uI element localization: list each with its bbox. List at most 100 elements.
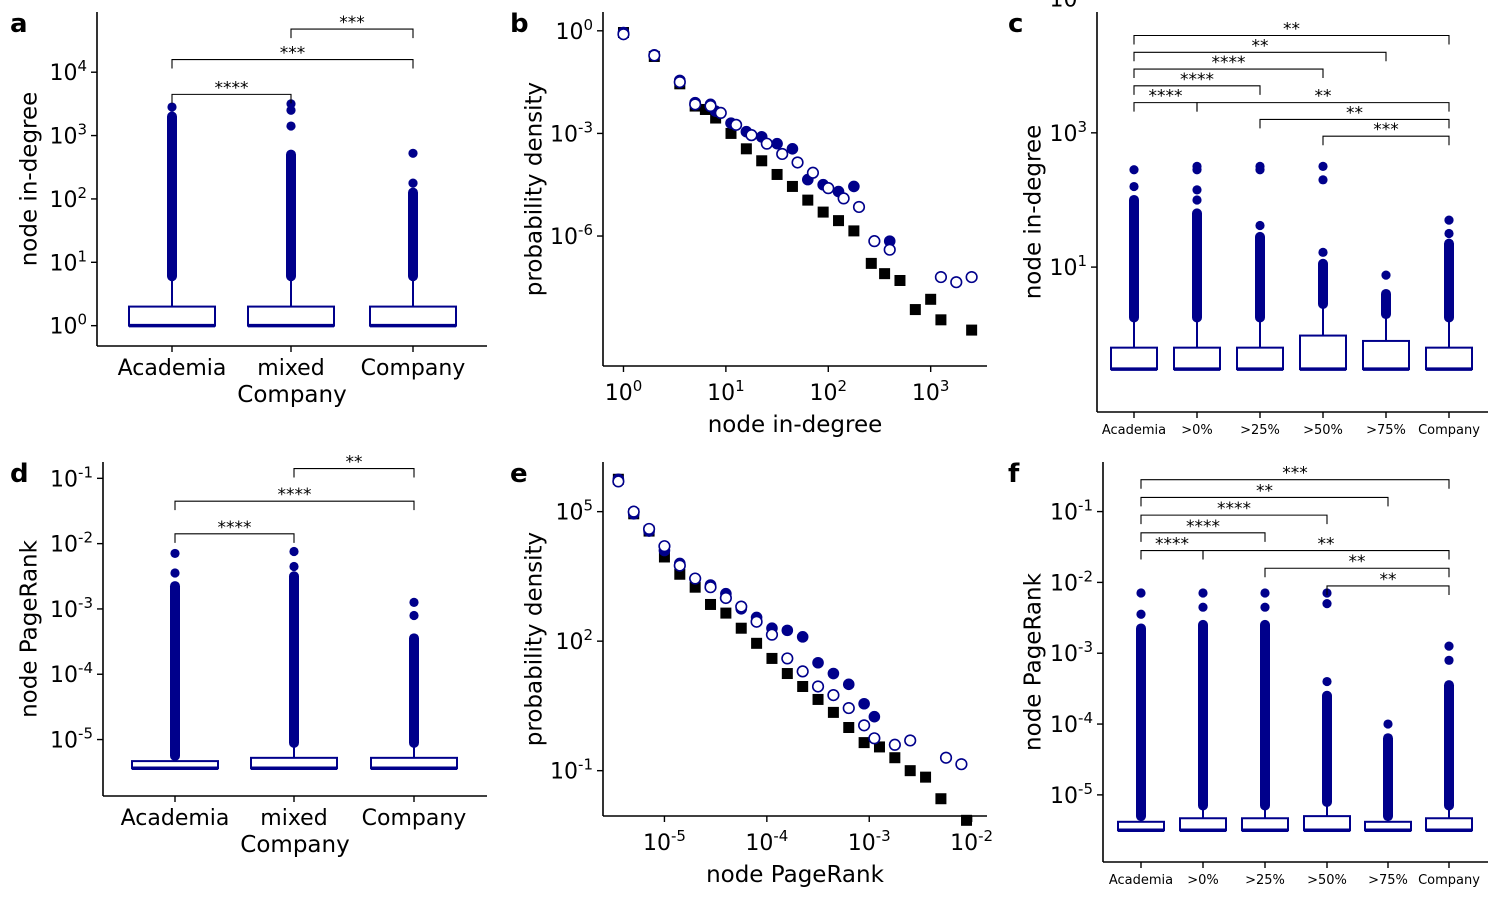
- significance-label: ***: [1373, 120, 1399, 140]
- outlier-point: [1444, 655, 1454, 665]
- data-point-open-circle: [883, 243, 896, 256]
- significance-bracket: [293, 467, 415, 478]
- y-axis-label: node PageRank: [1021, 572, 1047, 751]
- outlier-point: [1136, 588, 1146, 598]
- y-tick-label: 10-2: [1050, 567, 1093, 596]
- outlier-point: [1192, 195, 1202, 205]
- outlier-point: [1444, 641, 1454, 651]
- data-point-open-circle: [858, 719, 871, 732]
- significance-bracket: [1140, 496, 1389, 507]
- significance-bracket: [1322, 135, 1450, 146]
- data-point-square: [699, 103, 711, 115]
- y-axis-label: node in-degree: [17, 92, 43, 267]
- significance-label: ***: [339, 13, 365, 33]
- significance-bracket: [1133, 85, 1261, 95]
- x-tick-label: Academia: [121, 806, 230, 831]
- significance-bracket: [171, 93, 292, 104]
- significance-label: ****: [1155, 535, 1189, 555]
- outlier-point: [289, 561, 299, 572]
- y-tick-label: 103: [1049, 118, 1087, 147]
- panel-letter: e: [510, 459, 528, 489]
- outlier-point: [408, 178, 418, 188]
- y-axis-label: node PageRank: [17, 539, 43, 718]
- x-tick-label: 101: [707, 377, 745, 406]
- data-point-filled-circle: [812, 656, 824, 669]
- y-tick-label: 10-4: [1050, 709, 1093, 738]
- y-tick-label: 10-1: [1050, 497, 1093, 526]
- outlier-point: [408, 148, 418, 158]
- data-point-filled-circle: [781, 624, 794, 637]
- data-point-open-circle: [730, 118, 743, 131]
- significance-bracket: [174, 533, 295, 543]
- box: [1173, 346, 1221, 371]
- data-point-open-circle: [673, 559, 686, 572]
- data-point-filled-circle: [842, 678, 855, 691]
- x-tick-label: 10-5: [643, 827, 686, 856]
- box: [1241, 817, 1289, 832]
- data-point-open-circle: [939, 751, 953, 764]
- data-point-open-circle: [719, 591, 732, 605]
- outlier-point: [1129, 181, 1139, 192]
- outlier-point: [1383, 719, 1393, 729]
- significance-label: ****: [278, 485, 312, 505]
- data-point-filled-circle: [827, 667, 840, 680]
- y-tick-label: 10-6: [550, 221, 593, 250]
- outlier-point: [409, 597, 419, 608]
- data-point-open-circle: [627, 505, 640, 518]
- data-point-square: [935, 793, 947, 805]
- outlier-point: [1444, 215, 1454, 225]
- y-tick-label: 10-4: [50, 659, 93, 688]
- data-point-open-circle: [934, 270, 948, 284]
- outlier-point: [1129, 165, 1139, 175]
- outlier-point: [1255, 220, 1265, 231]
- x-tick-label: mixed: [257, 356, 324, 381]
- data-point-open-circle: [904, 734, 917, 747]
- y-tick-label: 10-2: [50, 529, 93, 558]
- box: [1425, 817, 1473, 832]
- data-point-square: [689, 581, 701, 593]
- y-tick-label: 10-1: [50, 463, 93, 492]
- data-point-open-circle: [612, 475, 625, 488]
- outlier-point: [167, 102, 177, 112]
- box: [1236, 346, 1284, 371]
- outlier-point: [170, 568, 180, 578]
- x-tick-label: >50%: [1303, 423, 1343, 438]
- data-point-filled-circle: [796, 631, 809, 643]
- outlier-point: [286, 121, 296, 131]
- data-point-filled-circle: [848, 180, 860, 193]
- data-point-filled-circle: [868, 710, 881, 723]
- y-tick-label: 10-5: [50, 725, 93, 754]
- significance-bracket: [1140, 479, 1450, 489]
- significance-bracket: [174, 500, 415, 511]
- y-tick-label: 10-3: [50, 594, 93, 623]
- data-point-square: [889, 752, 901, 764]
- outlier-point: [1260, 588, 1270, 598]
- data-point-open-circle: [888, 738, 901, 751]
- data-point-open-circle: [776, 147, 789, 161]
- data-point-open-circle: [868, 235, 881, 248]
- significance-label: ****: [1212, 53, 1246, 73]
- outlier-point: [1381, 270, 1391, 280]
- outlier-point: [1318, 247, 1328, 257]
- significance-label: ****: [1180, 70, 1214, 90]
- data-point-open-circle: [704, 99, 717, 113]
- significance-label: **: [1252, 36, 1269, 56]
- panel-letter: f: [1008, 459, 1020, 489]
- x-axis-label: Company: [240, 832, 349, 858]
- data-point-square: [904, 765, 916, 777]
- data-point-square: [920, 771, 932, 783]
- outlier-point: [289, 546, 299, 557]
- data-point-open-circle: [950, 276, 963, 289]
- data-point-open-circle: [965, 270, 978, 284]
- x-tick-label: >0%: [1181, 423, 1213, 438]
- significance-label: ***: [280, 44, 306, 64]
- data-point-square: [817, 206, 829, 218]
- data-point-open-circle: [642, 522, 656, 536]
- data-point-square: [827, 706, 839, 718]
- outlier-point: [1322, 676, 1332, 687]
- data-point-square: [771, 168, 783, 180]
- outlier-point: [1255, 161, 1265, 171]
- data-point-open-circle: [714, 106, 727, 119]
- x-tick-label: Company: [1418, 423, 1480, 438]
- data-point-open-circle: [811, 680, 825, 693]
